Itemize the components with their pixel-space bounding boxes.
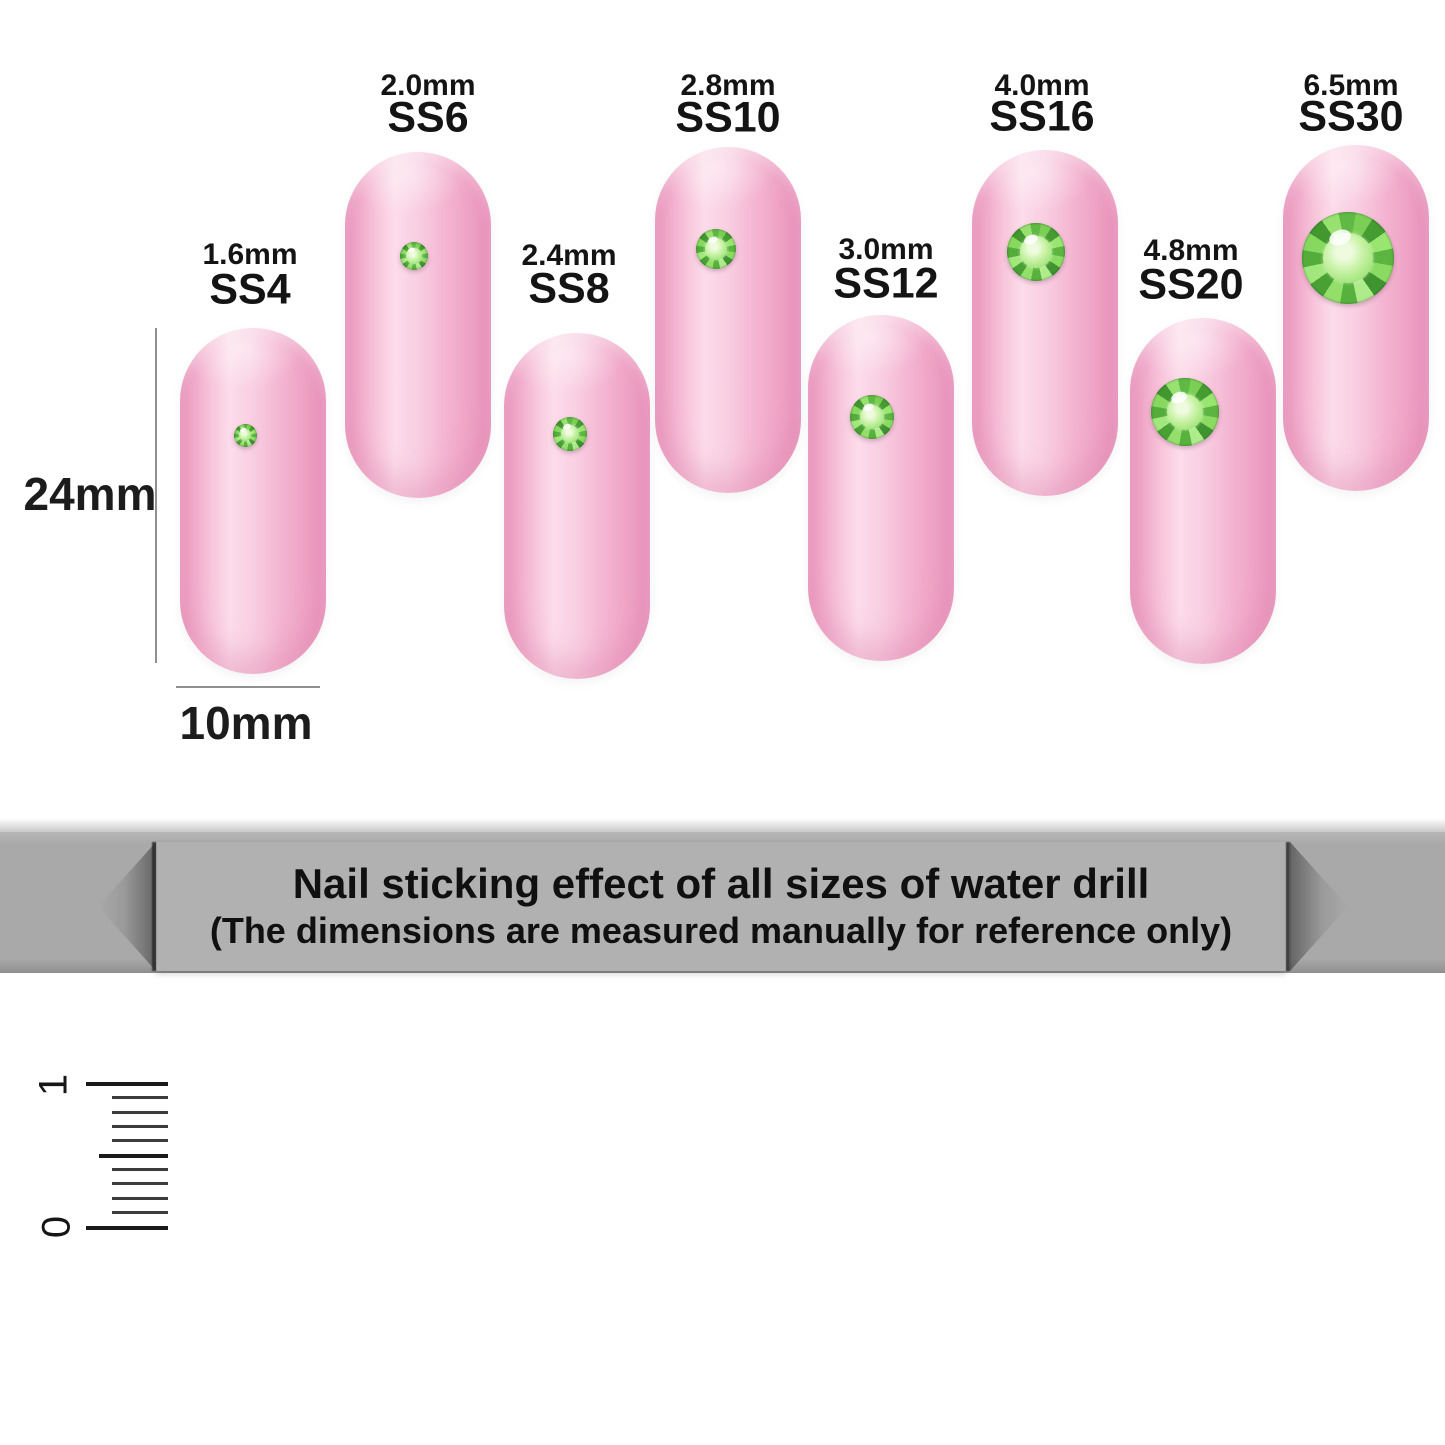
nail-rhinestone-ss20 <box>1151 378 1219 446</box>
height-dimension-line <box>155 328 157 663</box>
banner-fold-line-left <box>152 842 156 971</box>
nail-size-label-ss30: 6.5mm <box>1303 69 1399 102</box>
nail-size-label-ss20: 4.8mm <box>1143 234 1239 267</box>
nail-size-label-ss10: 2.8mm <box>680 69 776 102</box>
nail-rhinestone-ss8 <box>553 417 587 451</box>
mini-ruler-tick <box>112 1196 168 1200</box>
banner-ribbon <box>156 842 1286 971</box>
nail-rhinestone-ss6 <box>400 242 428 270</box>
nail-size-label-ss8: 2.4mm <box>521 239 617 272</box>
horizontal-ruler: 012345678SS4SS6SS8SS10SS12SS16SS20SS30 <box>0 1060 1445 1445</box>
nail-rhinestone-ss10 <box>696 229 736 269</box>
mini-ruler-tick <box>99 1153 168 1158</box>
banner-top-shadow <box>0 818 1445 832</box>
mini-ruler-tick <box>112 1168 168 1172</box>
mini-ruler-tick <box>112 1211 168 1215</box>
mini-ruler-tick <box>86 1225 168 1230</box>
mini-ruler-tick <box>112 1139 168 1143</box>
mini-ruler-tick <box>112 1182 168 1186</box>
vertical-mini-ruler <box>0 1060 180 1260</box>
banner-subtitle: (The dimensions are measured manually fo… <box>209 910 1233 951</box>
nail-ss6 <box>345 152 491 498</box>
height-dimension-label: 24mm <box>23 468 157 520</box>
nail-size-label-ss16: 4.0mm <box>994 69 1090 102</box>
nail-ss20 <box>1130 318 1276 664</box>
nail-ss-label-ss10: SS10 <box>675 93 781 142</box>
nail-ss-label-ss8: SS8 <box>528 264 610 313</box>
width-dimension-label: 10mm <box>179 697 313 749</box>
width-dimension-line <box>176 686 320 688</box>
nail-display-section: 1.6mm SS4 2.0mm SS6 2.4mm SS8 2.8mm SS10 3.0mm SS… <box>180 69 1429 679</box>
nail-ss30 <box>1283 145 1429 491</box>
nail-rhinestone-ss30 <box>1302 212 1394 304</box>
nail-ss-label-ss20: SS20 <box>1138 260 1244 309</box>
nail-ss8 <box>504 333 650 679</box>
nail-ss10 <box>655 147 801 493</box>
banner-title: Nail sticking effect of all sizes of wat… <box>292 860 1150 907</box>
nail-ss-label-ss6: SS6 <box>387 93 469 142</box>
banner-fold-line-right <box>1286 842 1290 971</box>
nail-ss-label-ss12: SS12 <box>833 259 939 308</box>
mini-ruler-tick <box>112 1125 168 1129</box>
nail-ss-label-ss4: SS4 <box>209 265 291 314</box>
mini-ruler-tick <box>86 1082 168 1086</box>
nail-size-label-ss6: 2.0mm <box>380 69 476 102</box>
nail-ss-label-ss30: SS30 <box>1298 92 1404 141</box>
nail-size-label-ss4: 1.6mm <box>202 238 298 271</box>
nail-size-label-ss12: 3.0mm <box>838 233 934 266</box>
nail-ss16 <box>972 150 1118 496</box>
nail-rhinestone-ss12 <box>850 395 894 439</box>
nail-ss12 <box>808 315 954 661</box>
nail-ss4 <box>180 328 326 674</box>
nail-rhinestone-ss16 <box>1007 223 1065 281</box>
nail-rhinestone-ss4 <box>233 423 257 447</box>
mini-ruler-tick <box>112 1096 168 1100</box>
mini-ruler-tick <box>112 1110 168 1114</box>
nail-ss-label-ss16: SS16 <box>989 92 1095 141</box>
